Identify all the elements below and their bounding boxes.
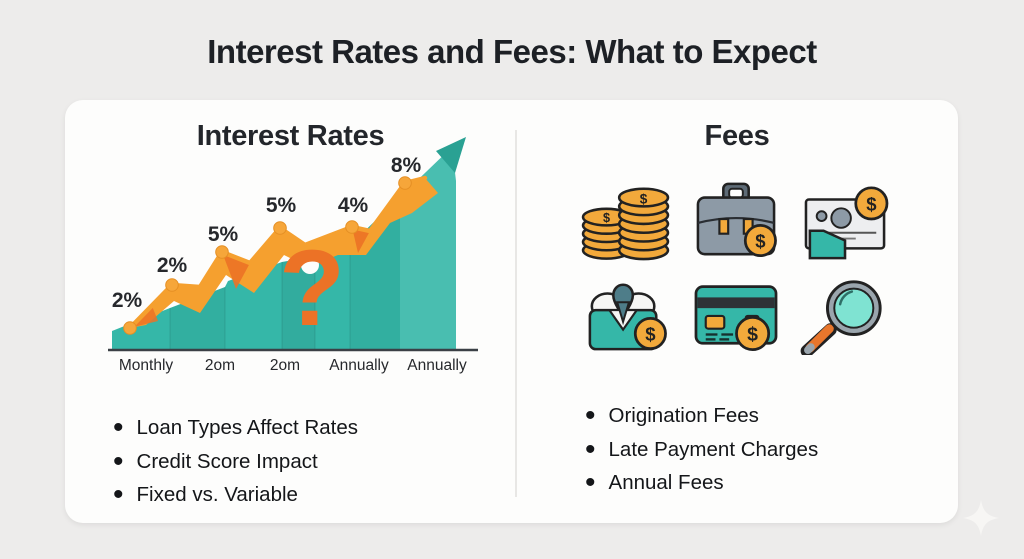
bullet-text: Fixed vs. Variable [136, 483, 298, 506]
dollar-glyph: $ [603, 210, 610, 224]
x-axis-labels: Monthly 2om 2om Annually Annually [119, 357, 467, 374]
fees-icon-grid: $ $ $ [571, 174, 911, 360]
dollar-glyph: $ [640, 191, 648, 206]
interest-rates-chart: ? 2% 2% 5% 5% 4% 8% Monthly 2om 2om Annu… [108, 137, 478, 374]
x-tick-label: 2om [205, 357, 235, 374]
point-label: 2% [112, 289, 143, 312]
bullet-text: Loan Types Affect Rates [136, 416, 358, 439]
magnifier-icon [800, 279, 882, 355]
trend-arrow-icon [436, 137, 466, 173]
underfill-accent-2 [352, 227, 370, 253]
fees-bullet-list: Origination Fees Late Payment Charges An… [585, 399, 819, 500]
interest-rates-bullet-list: Loan Types Affect Rates Credit Score Imp… [113, 411, 358, 512]
list-item: Loan Types Affect Rates [113, 411, 358, 445]
list-item: Annual Fees [585, 466, 818, 500]
bullet-text: Credit Score Impact [136, 449, 318, 473]
panel-divider [515, 130, 517, 497]
rate-line-underfill [130, 178, 438, 328]
point-label: 8% [391, 154, 422, 177]
point-label: 5% [266, 194, 297, 217]
dollar-glyph: $ [645, 323, 656, 344]
x-tick-label: 2om [270, 357, 300, 374]
x-tick-label: Annually [329, 357, 389, 374]
question-mark-counter [301, 256, 319, 274]
briefcase-icon: $ [696, 182, 777, 257]
dollar-glyph: $ [755, 230, 766, 251]
fees-title: Fees [704, 120, 770, 152]
credit-card-icon: $ [694, 284, 778, 351]
list-item: Credit Score Impact [113, 445, 358, 479]
dollar-glyph: $ [747, 323, 758, 345]
point-label: 2% [157, 254, 188, 277]
sparkle-icon [963, 500, 999, 536]
bullet-text: Late Payment Charges [608, 437, 819, 461]
point-label: 4% [338, 194, 369, 217]
invoice-icon: $ [804, 185, 889, 259]
point-labels: 2% 2% 5% 5% 4% 8% [112, 154, 422, 312]
list-item: Fixed vs. Variable [113, 478, 358, 512]
dollar-glyph: $ [866, 193, 877, 214]
content-card: Interest Rates Fees [65, 100, 958, 523]
interest-rates-title: Interest Rates [196, 120, 385, 152]
coin-stack-icon: $ $ [581, 187, 670, 260]
point-label: 5% [208, 223, 239, 246]
list-item: Late Payment Charges [585, 433, 819, 467]
page-title: Interest Rates and Fees: What to Expect [207, 33, 817, 70]
question-mark: ? [279, 227, 345, 348]
wallet-icon: $ [588, 282, 667, 350]
list-item: Origination Fees [585, 399, 818, 433]
x-tick-label: Monthly [119, 357, 174, 374]
rate-line-dots [123, 176, 412, 335]
x-tick-label: Annually [407, 357, 467, 374]
bullet-text: Origination Fees [608, 404, 759, 427]
bullet-text: Annual Fees [608, 471, 724, 494]
